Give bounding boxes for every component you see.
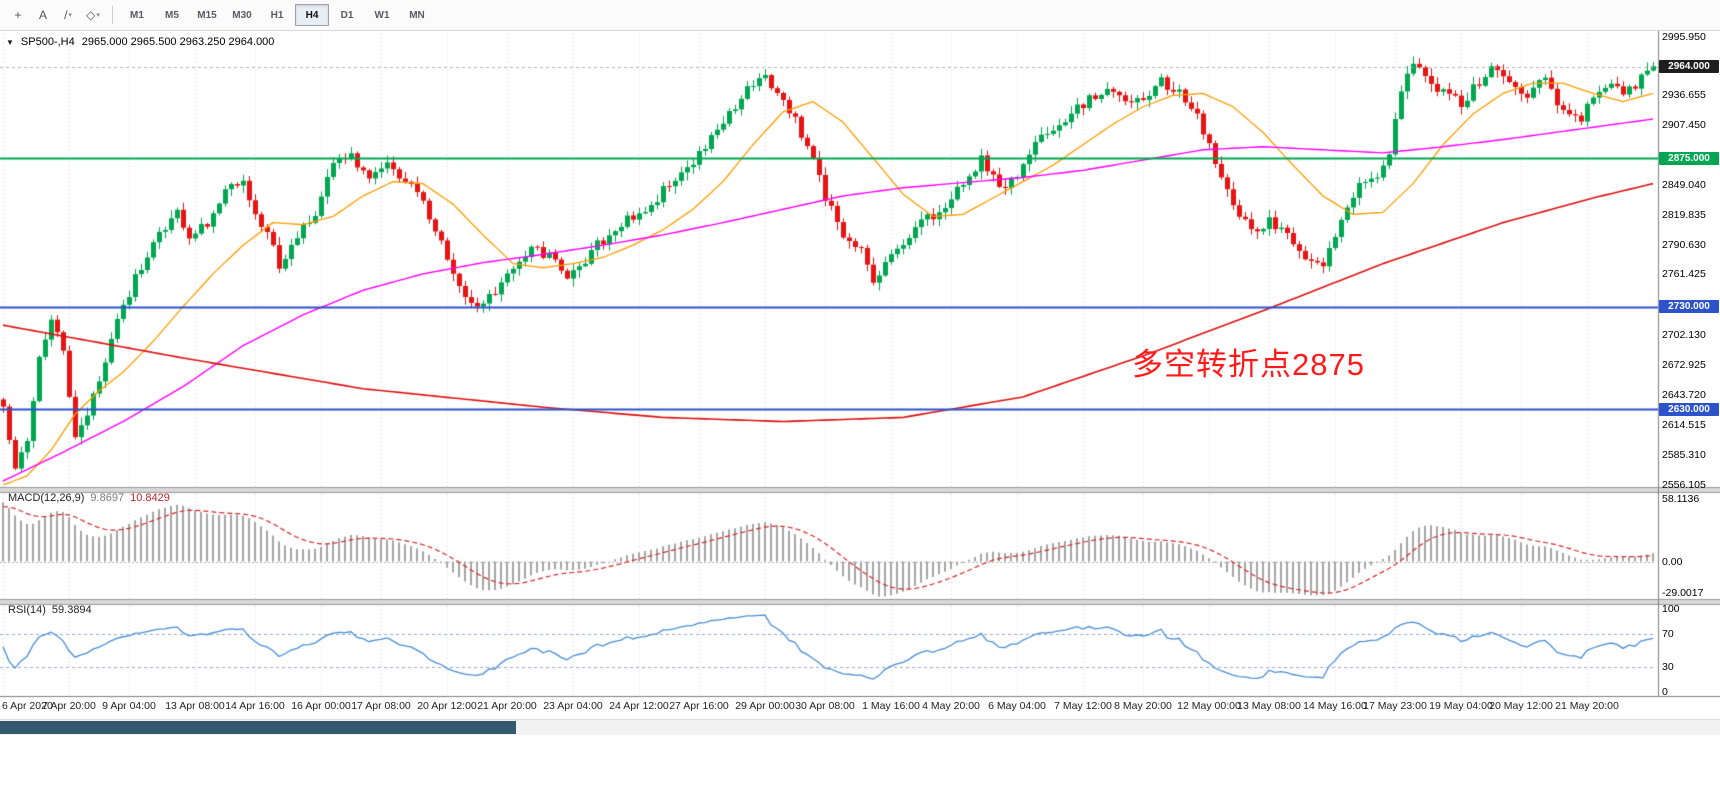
macd-indicator-label: MACD(12,26,9) 9.8697 10.8429 bbox=[8, 492, 170, 504]
time-axis-label: 4 May 20:00 bbox=[922, 700, 980, 712]
price-axis-tick-label: 2761.425 bbox=[1662, 268, 1706, 281]
price-tag-current: 2964.000 bbox=[1659, 60, 1719, 74]
price-axis-tick-label: 2702.130 bbox=[1662, 329, 1706, 342]
chart-region: ▼ SP500-,H4 2965.000 2965.500 2963.250 2… bbox=[0, 31, 1720, 790]
time-axis-label: 7 May 12:00 bbox=[1054, 700, 1112, 712]
time-axis-label: 14 Apr 16:00 bbox=[225, 700, 285, 712]
rsi-value: 59.3894 bbox=[51, 604, 92, 616]
text-tool-icon[interactable]: A bbox=[38, 8, 47, 22]
timeframe-m5-button[interactable]: M5 bbox=[165, 9, 179, 21]
price-axis-tick-label: 2790.630 bbox=[1662, 238, 1706, 251]
timeframe-d1-button[interactable]: D1 bbox=[340, 9, 354, 21]
time-axis-label: 12 May 00:00 bbox=[1177, 700, 1241, 712]
ohlc-values: 2965.000 2965.500 2963.250 2964.000 bbox=[81, 36, 275, 48]
price-axis-tick-label: 2819.835 bbox=[1662, 208, 1706, 221]
time-axis-label: 8 May 20:00 bbox=[1114, 700, 1172, 712]
time-axis-label: 16 Apr 00:00 bbox=[291, 700, 351, 712]
time-axis-label: 17 Apr 08:00 bbox=[351, 700, 411, 712]
chevron-down-icon[interactable]: ▾ bbox=[96, 12, 100, 19]
time-axis-label: 9 Apr 04:00 bbox=[102, 700, 156, 712]
macd-axis-tick-label: 0.00 bbox=[1662, 555, 1683, 568]
time-axis-label: 29 Apr 00:00 bbox=[735, 700, 795, 712]
price-axis-tick-label: 2672.925 bbox=[1662, 359, 1706, 372]
time-axis-label: 6 Apr 2020 bbox=[2, 700, 53, 712]
time-axis-label: 30 Apr 08:00 bbox=[795, 700, 855, 712]
toolbar: + A / ▾ ◇ ▾ M1 M5 M15 M30 H1 H4 D1 W1 MN bbox=[0, 0, 1720, 31]
macd-axis-tick-label: 58.1136 bbox=[1662, 493, 1700, 506]
macd-axis-tick-label: -29.0017 bbox=[1662, 586, 1704, 599]
chevron-down-icon[interactable]: ▾ bbox=[68, 12, 72, 19]
time-axis-label: 21 May 20:00 bbox=[1555, 700, 1619, 712]
chart-annotation-text: 多空转折点2875 bbox=[1132, 347, 1365, 382]
horizontal-scrollbar[interactable] bbox=[0, 719, 1720, 735]
macd-title: MACD(12,26,9) bbox=[8, 492, 85, 504]
toolbar-separator bbox=[112, 6, 113, 24]
time-axis-label: 6 May 04:00 bbox=[988, 700, 1046, 712]
timeframe-m15-button[interactable]: M15 bbox=[197, 9, 217, 21]
price-axis-tick-label: 2849.040 bbox=[1662, 178, 1706, 191]
timeframe-mn-button[interactable]: MN bbox=[409, 9, 425, 21]
time-axis-label: 19 May 04:00 bbox=[1429, 700, 1493, 712]
time-axis-label: 20 May 12:00 bbox=[1489, 700, 1553, 712]
time-axis-label: 21 Apr 20:00 bbox=[477, 700, 537, 712]
time-axis-label: 27 Apr 16:00 bbox=[669, 700, 729, 712]
time-axis-label: 23 Apr 04:00 bbox=[543, 700, 603, 712]
chart-ohlc-header: ▼ SP500-,H4 2965.000 2965.500 2963.250 2… bbox=[6, 36, 274, 48]
rsi-axis-tick-label: 100 bbox=[1662, 602, 1680, 615]
price-tag-level: 2730.000 bbox=[1659, 300, 1719, 314]
shapes-tool-icon[interactable]: ◇ ▾ bbox=[86, 8, 100, 22]
time-axis-label: 24 Apr 12:00 bbox=[609, 700, 669, 712]
rsi-axis-tick-label: 30 bbox=[1662, 661, 1674, 674]
macd-signal-value: 10.8429 bbox=[130, 492, 170, 504]
crosshair-icon[interactable]: + bbox=[14, 8, 22, 22]
chart-canvas[interactable] bbox=[0, 31, 1720, 699]
time-axis-label: 7 Apr 20:00 bbox=[42, 700, 96, 712]
timeframe-m1-button[interactable]: M1 bbox=[130, 9, 144, 21]
price-axis-tick-label: 2614.515 bbox=[1662, 419, 1706, 432]
price-axis-tick-label: 2995.950 bbox=[1662, 31, 1706, 43]
time-axis-label: 14 May 16:00 bbox=[1303, 700, 1367, 712]
time-axis-label: 13 Apr 08:00 bbox=[165, 700, 225, 712]
timeframe-m30-button[interactable]: M30 bbox=[232, 9, 252, 21]
time-axis-label: 1 May 16:00 bbox=[862, 700, 920, 712]
rsi-title: RSI(14) bbox=[8, 604, 46, 616]
time-axis-label: 20 Apr 12:00 bbox=[417, 700, 477, 712]
symbol-dropdown-icon[interactable]: ▼ bbox=[6, 37, 14, 47]
trendline-tool-icon[interactable]: / ▾ bbox=[64, 8, 72, 22]
timeframe-h1-button[interactable]: H1 bbox=[270, 9, 284, 21]
price-axis-tick-label: 2907.450 bbox=[1662, 118, 1706, 131]
price-axis-tick-label: 2585.310 bbox=[1662, 449, 1706, 462]
symbol-timeframe-label: SP500-,H4 bbox=[20, 36, 75, 48]
scrollbar-thumb[interactable] bbox=[0, 721, 516, 734]
price-tag-level: 2875.000 bbox=[1659, 151, 1719, 165]
price-tag-level: 2630.000 bbox=[1659, 402, 1719, 416]
timeframe-h4-button[interactable]: H4 bbox=[295, 4, 329, 26]
price-axis-tick-label: 2936.655 bbox=[1662, 88, 1706, 101]
timeframe-w1-button[interactable]: W1 bbox=[374, 9, 390, 21]
price-axis-tick-label: 2643.720 bbox=[1662, 389, 1706, 402]
macd-main-value: 9.8697 bbox=[90, 492, 125, 504]
time-axis-label: 13 May 08:00 bbox=[1237, 700, 1301, 712]
price-axis-tick-label: 2556.105 bbox=[1662, 479, 1706, 491]
time-axis-label: 17 May 23:00 bbox=[1363, 700, 1427, 712]
rsi-indicator-label: RSI(14) 59.3894 bbox=[8, 604, 92, 616]
rsi-axis-tick-label: 0 bbox=[1662, 686, 1668, 699]
rsi-axis-tick-label: 70 bbox=[1662, 627, 1674, 640]
